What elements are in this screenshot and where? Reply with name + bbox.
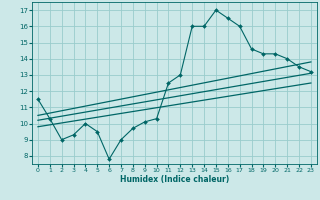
X-axis label: Humidex (Indice chaleur): Humidex (Indice chaleur) xyxy=(120,175,229,184)
